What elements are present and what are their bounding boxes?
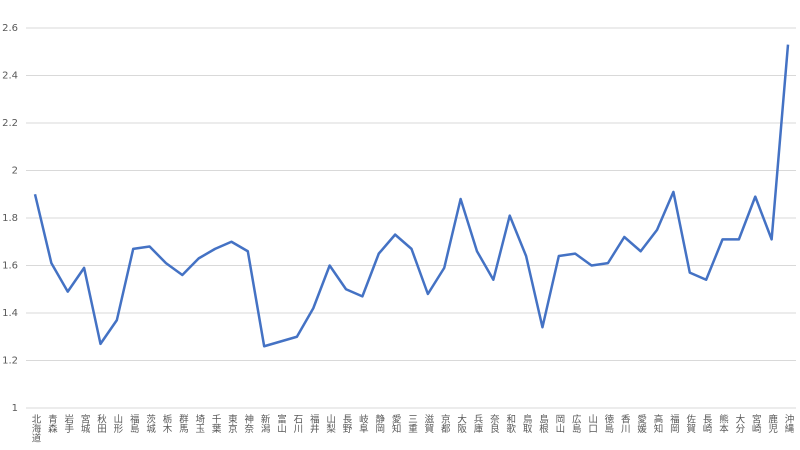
y-tick-label: 2 (12, 166, 18, 177)
x-tick-label: 佐賀 (684, 413, 696, 434)
x-tick-label: 岐阜 (357, 413, 369, 434)
x-tick-label: 山口 (586, 414, 597, 433)
x-tick-label: 茨城 (144, 413, 156, 434)
x-tick-label: 島根 (537, 413, 549, 434)
x-tick-label: 香川 (619, 414, 631, 433)
x-tick-label: 山形 (111, 414, 123, 434)
x-tick-label: 秋田 (95, 413, 107, 434)
data-line (33, 44, 790, 348)
x-tick-label: 長野 (341, 414, 353, 433)
y-tick-label: 1.4 (2, 308, 18, 319)
y-tick-label: 1 (12, 403, 18, 414)
x-tick-label: 大分 (733, 413, 745, 434)
x-tick-label: 鳥取 (521, 413, 533, 434)
x-tick-label: 福島 (128, 413, 140, 434)
x-tick-label: 愛知 (390, 413, 402, 434)
y-tick-label: 1.6 (2, 261, 18, 272)
x-tick-label: 和歌 (504, 414, 516, 434)
y-tick-label: 2.4 (2, 71, 18, 82)
y-tick-label: 2.6 (2, 23, 18, 34)
x-tick-label: 宮城 (79, 413, 91, 434)
x-tick-label: 福井 (308, 413, 320, 434)
x-tick-label: 東京 (226, 413, 238, 434)
x-tick-label: 熊本 (717, 413, 729, 434)
x-tick-label: 兵庫 (471, 413, 483, 434)
y-tick-label: 1.8 (2, 213, 18, 224)
x-tick-label: 奈良 (488, 413, 500, 434)
x-tick-label: 青森 (46, 413, 58, 434)
x-tick-label: 神奈 (242, 413, 254, 433)
y-tick-label: 2.2 (2, 118, 18, 129)
x-tick-label: 群馬 (177, 413, 189, 434)
x-tick-label: 滋賀 (422, 413, 434, 434)
x-tick-label: 山梨 (324, 414, 336, 434)
x-tick-label: 埼玉 (193, 413, 205, 433)
x-tick-label: 岩手 (62, 413, 74, 434)
x-tick-label: 広島 (570, 413, 582, 434)
x-tick-label: 三重 (406, 414, 418, 433)
x-tick-label: 新潟 (259, 413, 271, 434)
x-tick-label: 愛媛 (635, 413, 647, 434)
x-tick-label: 千葉 (210, 414, 222, 434)
x-tick-label: 鹿児 (766, 413, 778, 434)
x-tick-label: 長崎 (701, 414, 713, 433)
x-tick-label: 北海道 (30, 414, 42, 443)
x-tick-label: 京都 (439, 413, 451, 434)
x-tick-label: 岡山 (553, 414, 565, 433)
x-tick-label: 栃木 (160, 413, 172, 434)
x-tick-label: 高知 (652, 413, 664, 434)
x-tick-label: 石川 (291, 414, 303, 433)
x-tick-label: 静岡 (373, 413, 385, 434)
x-tick-label: 富山 (275, 413, 287, 433)
x-tick-label: 徳島 (602, 413, 614, 434)
x-tick-label: 宮崎 (750, 413, 762, 433)
x-tick-label: 大阪 (455, 413, 467, 434)
y-tick-label: 1.2 (2, 356, 18, 367)
x-tick-label: 沖縄 (783, 413, 795, 433)
x-tick-label: 福岡 (668, 413, 680, 434)
